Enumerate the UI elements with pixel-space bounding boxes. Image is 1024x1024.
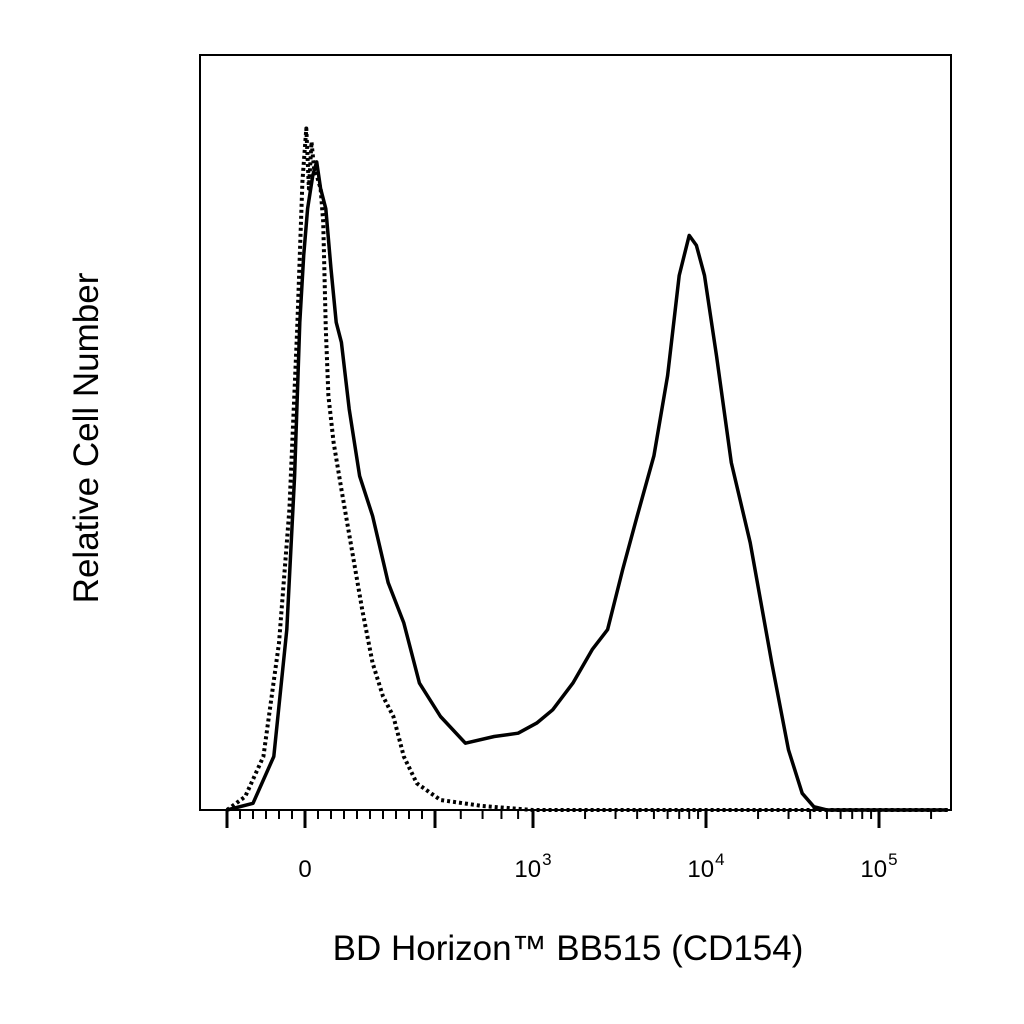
x-tick-label: 105	[860, 850, 897, 883]
tick-label-exponent: 4	[715, 850, 724, 869]
tick-label-exponent: 3	[542, 850, 551, 869]
x-tick-label: 0	[298, 856, 311, 883]
x-tick-label: 104	[687, 850, 724, 883]
tick-label-base: 10	[687, 856, 714, 883]
y-axis-title: Relative Cell Number	[67, 272, 106, 603]
x-tick-labels: 0 103 104 105	[298, 850, 897, 883]
tick-label-base: 10	[514, 856, 541, 883]
tick-label-base: 10	[860, 856, 887, 883]
stained-sample-curve	[226, 160, 948, 812]
series-layer	[225, 126, 948, 812]
isotype-control-curve	[225, 126, 948, 812]
tick-label-exponent: 5	[888, 850, 897, 869]
tick-label-base: 0	[298, 856, 311, 883]
x-axis-title: BD Horizon™ BB515 (CD154)	[333, 929, 804, 968]
x-major-ticks	[225, 810, 881, 828]
x-tick-label: 103	[514, 850, 551, 883]
x-minor-ticks	[239, 810, 933, 819]
